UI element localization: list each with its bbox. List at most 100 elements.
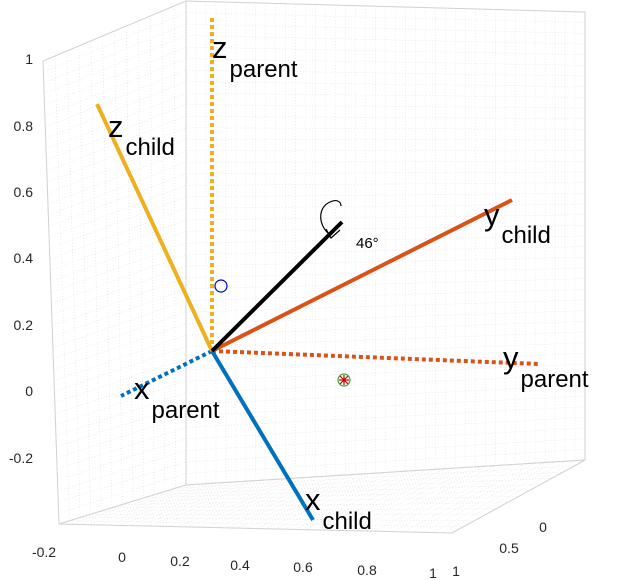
grid-line <box>185 278 586 290</box>
y-child-label-main: y <box>484 197 500 232</box>
grid-line <box>176 477 306 527</box>
grid-line <box>46 104 187 161</box>
grid-line <box>122 496 519 505</box>
grid-line <box>46 116 187 172</box>
series-y-child <box>211 198 513 353</box>
x-child-label: xchild <box>305 482 372 535</box>
grid-line <box>383 464 516 532</box>
grid-line <box>185 127 586 130</box>
grid-line <box>53 334 187 381</box>
x-tick-label: 0.8 <box>357 562 377 578</box>
grid-line <box>185 139 586 141</box>
grid-line <box>48 162 187 216</box>
x-tick-label: 0 <box>118 549 126 565</box>
z-tick-label: 0.6 <box>14 184 34 200</box>
y-child-label: ychild <box>484 197 551 249</box>
grid-line <box>58 461 187 503</box>
grid-line <box>363 465 496 532</box>
grid-line <box>185 353 586 371</box>
z-tick-label: 0.4 <box>14 250 34 266</box>
grid-line <box>57 450 187 492</box>
grid-line <box>55 369 187 414</box>
y-parent-label: yparent <box>503 340 589 393</box>
z-tick-label: 0.8 <box>14 118 34 134</box>
grid-line <box>185 69 586 77</box>
grid-line <box>58 473 187 514</box>
grid-line <box>49 208 187 260</box>
grid-line <box>88 482 217 525</box>
z-parent-label-main: z <box>212 30 228 65</box>
grid-line <box>164 471 563 492</box>
grid-line <box>185 310 586 324</box>
grid-line <box>55 381 187 426</box>
x-parent-label-sub: parent <box>152 397 220 424</box>
x-tick-labels: -0.2 0 0.2 0.4 0.6 0.8 1 <box>32 544 437 580</box>
grid-line <box>432 461 566 533</box>
y-parent-label-sub: parent <box>521 366 589 393</box>
x-child-label-sub: child <box>323 508 372 535</box>
grid-line <box>185 363 586 382</box>
z-tick-label: -0.2 <box>9 450 33 466</box>
grid-line <box>42 0 187 62</box>
grid-line <box>185 406 586 428</box>
grid-line <box>185 12 586 23</box>
grid-line <box>314 468 446 531</box>
grid-line <box>45 69 187 128</box>
grid-line <box>185 257 586 267</box>
grid-line <box>185 23 586 34</box>
grid-line <box>185 385 586 405</box>
grid-line <box>185 449 586 474</box>
z-child-label-main: z <box>108 109 124 144</box>
grid-line <box>185 267 586 278</box>
z-tick-labels: 1 0.8 0.6 0.4 0.2 0 -0.2 <box>9 51 33 466</box>
series-x-parent <box>120 349 213 398</box>
z-tick-label: 0.2 <box>14 317 34 333</box>
grid-line <box>235 473 366 529</box>
grid-line <box>45 92 187 150</box>
grid-line <box>175 465 574 489</box>
grid-line <box>402 462 536 533</box>
y-tick-label: 1 <box>452 563 460 579</box>
grid-line <box>185 171 586 175</box>
grid-line <box>185 427 586 451</box>
grid-line <box>185 35 586 45</box>
grid-line <box>185 395 586 417</box>
grid-line <box>185 374 586 394</box>
grid-line <box>45 81 187 139</box>
grid-line <box>52 300 187 348</box>
series-rotation-axis <box>210 220 344 353</box>
z-parent-label-sub: parent <box>230 56 298 83</box>
grid-line <box>50 231 187 282</box>
series-x-child <box>210 349 315 522</box>
grid-line <box>47 139 187 194</box>
grid-line <box>90 40 102 512</box>
series-y-parent <box>211 349 540 366</box>
grid-line <box>185 246 586 255</box>
grid-line <box>69 520 464 528</box>
rotation-arrowhead <box>325 228 341 239</box>
y-tick-labels: 0 0.5 1 <box>452 519 547 579</box>
grid-line <box>185 289 586 301</box>
grid-line <box>54 358 187 403</box>
marker-circle <box>214 279 228 293</box>
grid-line <box>333 467 466 531</box>
grid-line <box>185 417 586 440</box>
grid-line <box>50 219 187 271</box>
x-child-label-main: x <box>305 482 321 517</box>
grid-line <box>353 466 486 531</box>
grid-line <box>143 484 541 499</box>
grid-line <box>185 58 586 66</box>
grid-line <box>185 104 586 109</box>
x-parent-label-main: x <box>134 371 150 406</box>
rotation-arrow-icon <box>320 200 342 234</box>
grid-line <box>154 478 552 495</box>
grid-line <box>185 81 586 87</box>
marker-asterisk-line <box>339 375 349 385</box>
grid-line <box>53 311 187 359</box>
grid-line <box>185 342 586 359</box>
grid-line <box>185 321 586 336</box>
y-child-label-sub: child <box>502 222 551 249</box>
grid-line <box>185 331 586 347</box>
grid-line <box>126 25 134 502</box>
